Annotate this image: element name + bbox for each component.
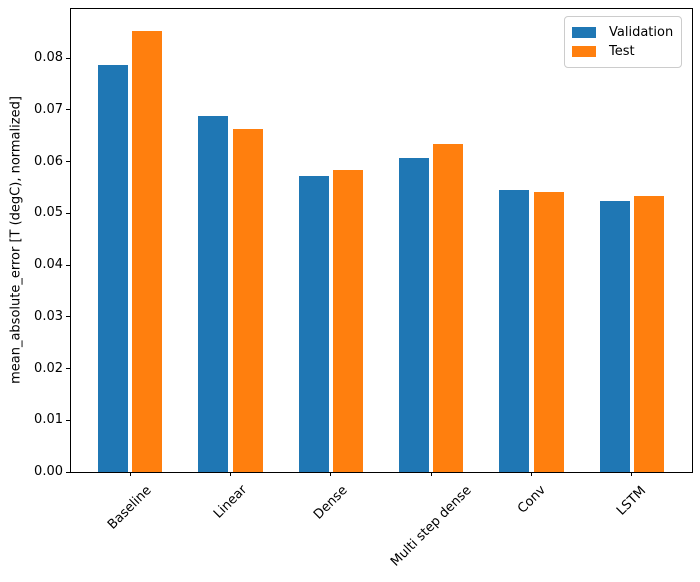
bar-test-baseline (132, 30, 163, 472)
legend-label-test: Test (609, 44, 635, 59)
x-tick-label-dense: Dense (311, 482, 351, 523)
y-tick-label: 0.08 (34, 50, 63, 66)
y-tick-label: 0.06 (34, 153, 63, 169)
y-tick-mark (66, 316, 70, 318)
test-swatch (572, 46, 596, 57)
bar-validation-multi-step-dense (399, 158, 430, 472)
legend-item-test: Test (572, 43, 673, 60)
bar-test-lstm (633, 195, 664, 472)
y-tick-label: 0.02 (34, 360, 63, 376)
bar-test-linear (232, 129, 263, 472)
y-tick-mark (66, 109, 70, 111)
legend: Validation Test (564, 16, 683, 68)
x-tick-label-multi-step-dense: Multi step dense (388, 482, 475, 570)
x-tick-mark (631, 472, 633, 476)
x-tick-mark (330, 472, 332, 476)
bar-validation-lstm (599, 200, 630, 472)
y-tick-mark (66, 212, 70, 214)
y-tick-label: 0.03 (34, 308, 63, 324)
bar-test-multi-step-dense (433, 144, 464, 472)
y-tick-label: 0.01 (34, 412, 63, 428)
y-tick-mark (66, 368, 70, 369)
y-tick-mark (66, 419, 70, 421)
x-tick-mark (531, 472, 532, 476)
x-tick-label-lstm: LSTM (614, 483, 650, 519)
bar-validation-linear (198, 115, 229, 472)
x-tick-label-conv: Conv (514, 482, 549, 517)
y-tick-label: 0.07 (34, 101, 63, 117)
y-axis-label: mean_absolute_error [T (degC), normalize… (8, 96, 24, 384)
legend-label-validation: Validation (609, 25, 674, 40)
y-tick-label: 0.05 (34, 205, 63, 221)
bar-validation-dense (298, 175, 329, 472)
x-tick-label-linear: Linear (211, 482, 251, 522)
x-tick-mark (430, 472, 432, 476)
x-tick-label-baseline: Baseline (105, 482, 155, 533)
bar-validation-baseline (98, 65, 129, 472)
x-tick-mark (129, 472, 131, 476)
y-tick-mark (66, 264, 70, 266)
y-tick-mark (66, 471, 70, 473)
bar-test-conv (533, 191, 564, 472)
y-tick-mark (66, 161, 70, 163)
validation-swatch (572, 27, 596, 38)
y-tick-label: 0.00 (34, 464, 63, 479)
y-tick-mark (66, 57, 70, 59)
bar-validation-conv (499, 190, 530, 472)
y-tick-label: 0.04 (34, 257, 63, 273)
legend-item-validation: Validation (572, 24, 673, 41)
x-tick-mark (230, 472, 231, 476)
bar-test-dense (332, 169, 363, 472)
